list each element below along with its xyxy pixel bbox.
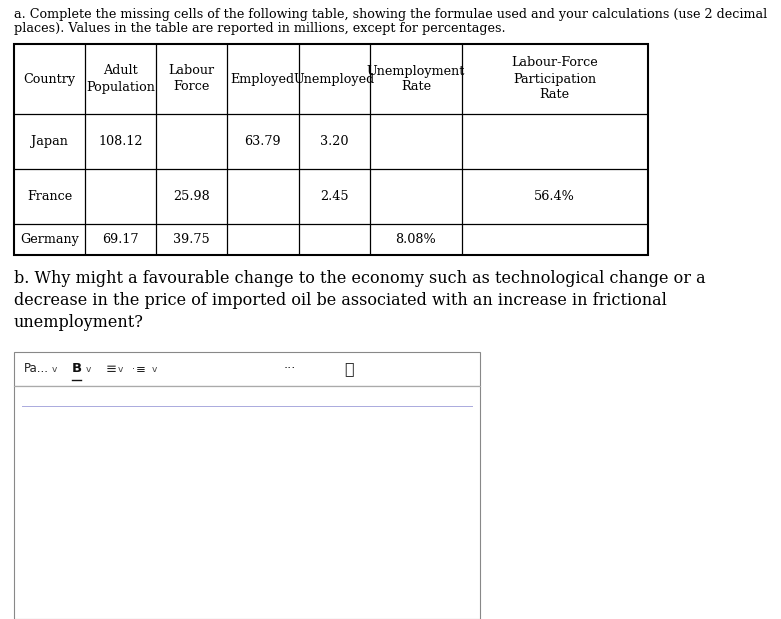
Text: v: v: [118, 365, 123, 373]
Text: v: v: [86, 365, 91, 373]
Text: B: B: [72, 363, 82, 376]
Text: Employed: Employed: [230, 72, 295, 85]
Text: ···: ···: [284, 363, 296, 376]
Text: b. Why might a favourable change to the economy such as technological change or : b. Why might a favourable change to the …: [14, 270, 705, 287]
Text: 63.79: 63.79: [244, 135, 281, 148]
Text: France: France: [27, 190, 72, 203]
Bar: [14, 44, 648, 255]
Text: 56.4%: 56.4%: [534, 190, 576, 203]
Text: 8.08%: 8.08%: [396, 233, 437, 246]
Text: decrease in the price of imported oil be associated with an increase in friction: decrease in the price of imported oil be…: [14, 292, 667, 309]
Text: Germany: Germany: [20, 233, 79, 246]
Bar: [14, 386, 480, 619]
Text: a. Complete the missing cells of the following table, showing the formulae used : a. Complete the missing cells of the fol…: [14, 8, 767, 21]
Text: Japan: Japan: [31, 135, 68, 148]
Text: ·: ·: [132, 364, 135, 374]
Text: ≡: ≡: [136, 363, 146, 376]
Text: 25.98: 25.98: [173, 190, 210, 203]
Bar: [14, 352, 480, 386]
Text: Labour
Force: Labour Force: [169, 64, 215, 93]
Text: places). Values in the table are reported in millions, except for percentages.: places). Values in the table are reporte…: [14, 22, 505, 35]
Text: Adult
Population: Adult Population: [86, 64, 155, 93]
Text: 108.12: 108.12: [98, 135, 143, 148]
Text: 2.45: 2.45: [320, 190, 349, 203]
Text: 69.17: 69.17: [102, 233, 139, 246]
Text: Labour-Force
Participation
Rate: Labour-Force Participation Rate: [512, 56, 598, 102]
Text: 3.20: 3.20: [320, 135, 349, 148]
Text: ⤢: ⤢: [344, 361, 354, 376]
Text: Country: Country: [23, 72, 76, 85]
Text: v: v: [52, 365, 57, 373]
Text: v: v: [152, 365, 158, 373]
Text: Unemployment
Rate: Unemployment Rate: [367, 64, 465, 93]
Text: Unemployed: Unemployed: [294, 72, 375, 85]
Text: Pa...: Pa...: [24, 363, 49, 376]
Text: 39.75: 39.75: [173, 233, 210, 246]
Text: unemployment?: unemployment?: [14, 314, 144, 331]
Text: ≡: ≡: [106, 363, 117, 376]
